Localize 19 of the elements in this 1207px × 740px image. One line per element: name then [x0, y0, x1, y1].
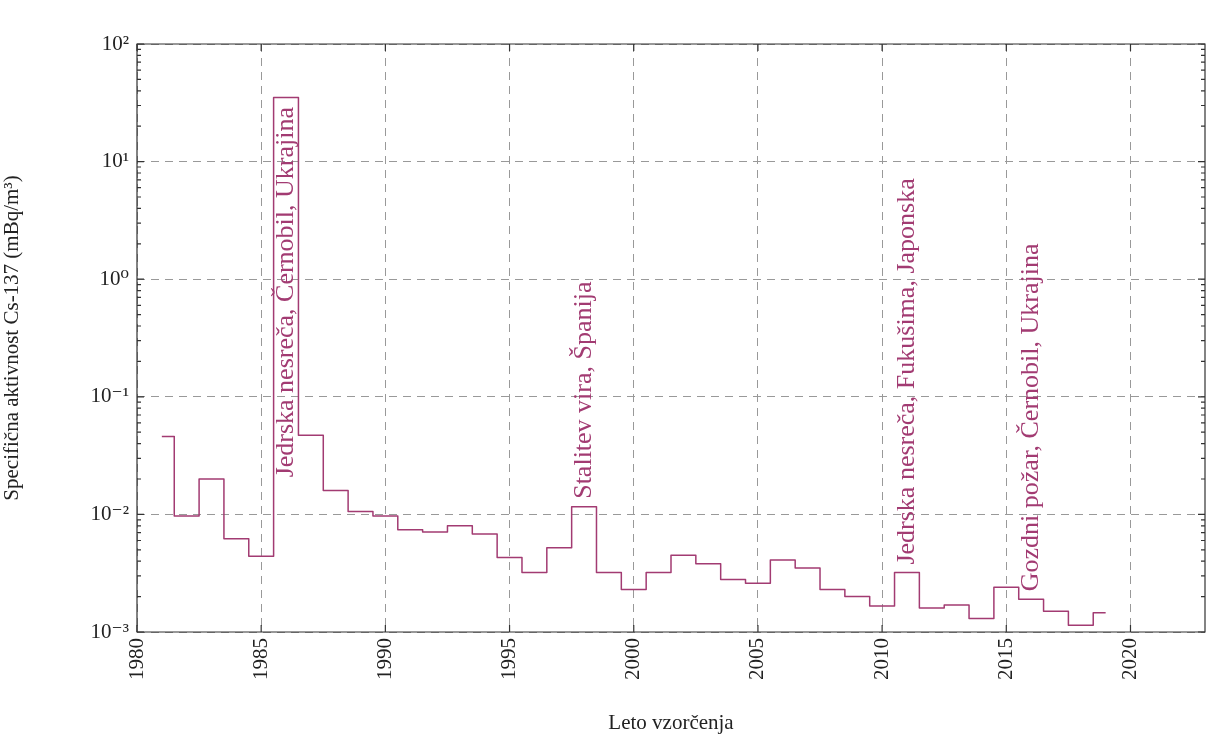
- y-axis-title: Specifična aktivnost Cs-137 (mBq/m³): [0, 175, 24, 501]
- x-tick-label: 2005: [744, 638, 769, 680]
- x-axis-title: Leto vzorčenja: [608, 709, 735, 734]
- y-tick-label: 10⁻¹: [90, 383, 129, 408]
- x-tick-label: 2010: [868, 638, 893, 680]
- x-tick-label: 2020: [1117, 638, 1141, 680]
- x-tick-label: 1990: [371, 638, 396, 680]
- y-tick-label: 10⁻²: [90, 500, 129, 525]
- x-tick-label: 1985: [247, 638, 272, 680]
- y-tick-label: 10¹: [101, 148, 129, 173]
- y-tick-label: 10²: [101, 30, 129, 55]
- y-tick-label: 10⁰: [99, 265, 129, 290]
- annotation: Jedrska nesreča, Černobil, Ukrajina: [269, 106, 299, 478]
- annotation: Jedrska nesreča, Fukušima, Japonska: [890, 177, 920, 565]
- x-tick-label: 2000: [620, 638, 645, 680]
- annotation: Stalitev vira, Španija: [567, 281, 597, 499]
- x-tick-label: 2015: [992, 638, 1017, 680]
- annotation: Gozdni požar, Černobil, Ukrajina: [1014, 243, 1044, 592]
- x-tick-label: 1995: [496, 638, 521, 680]
